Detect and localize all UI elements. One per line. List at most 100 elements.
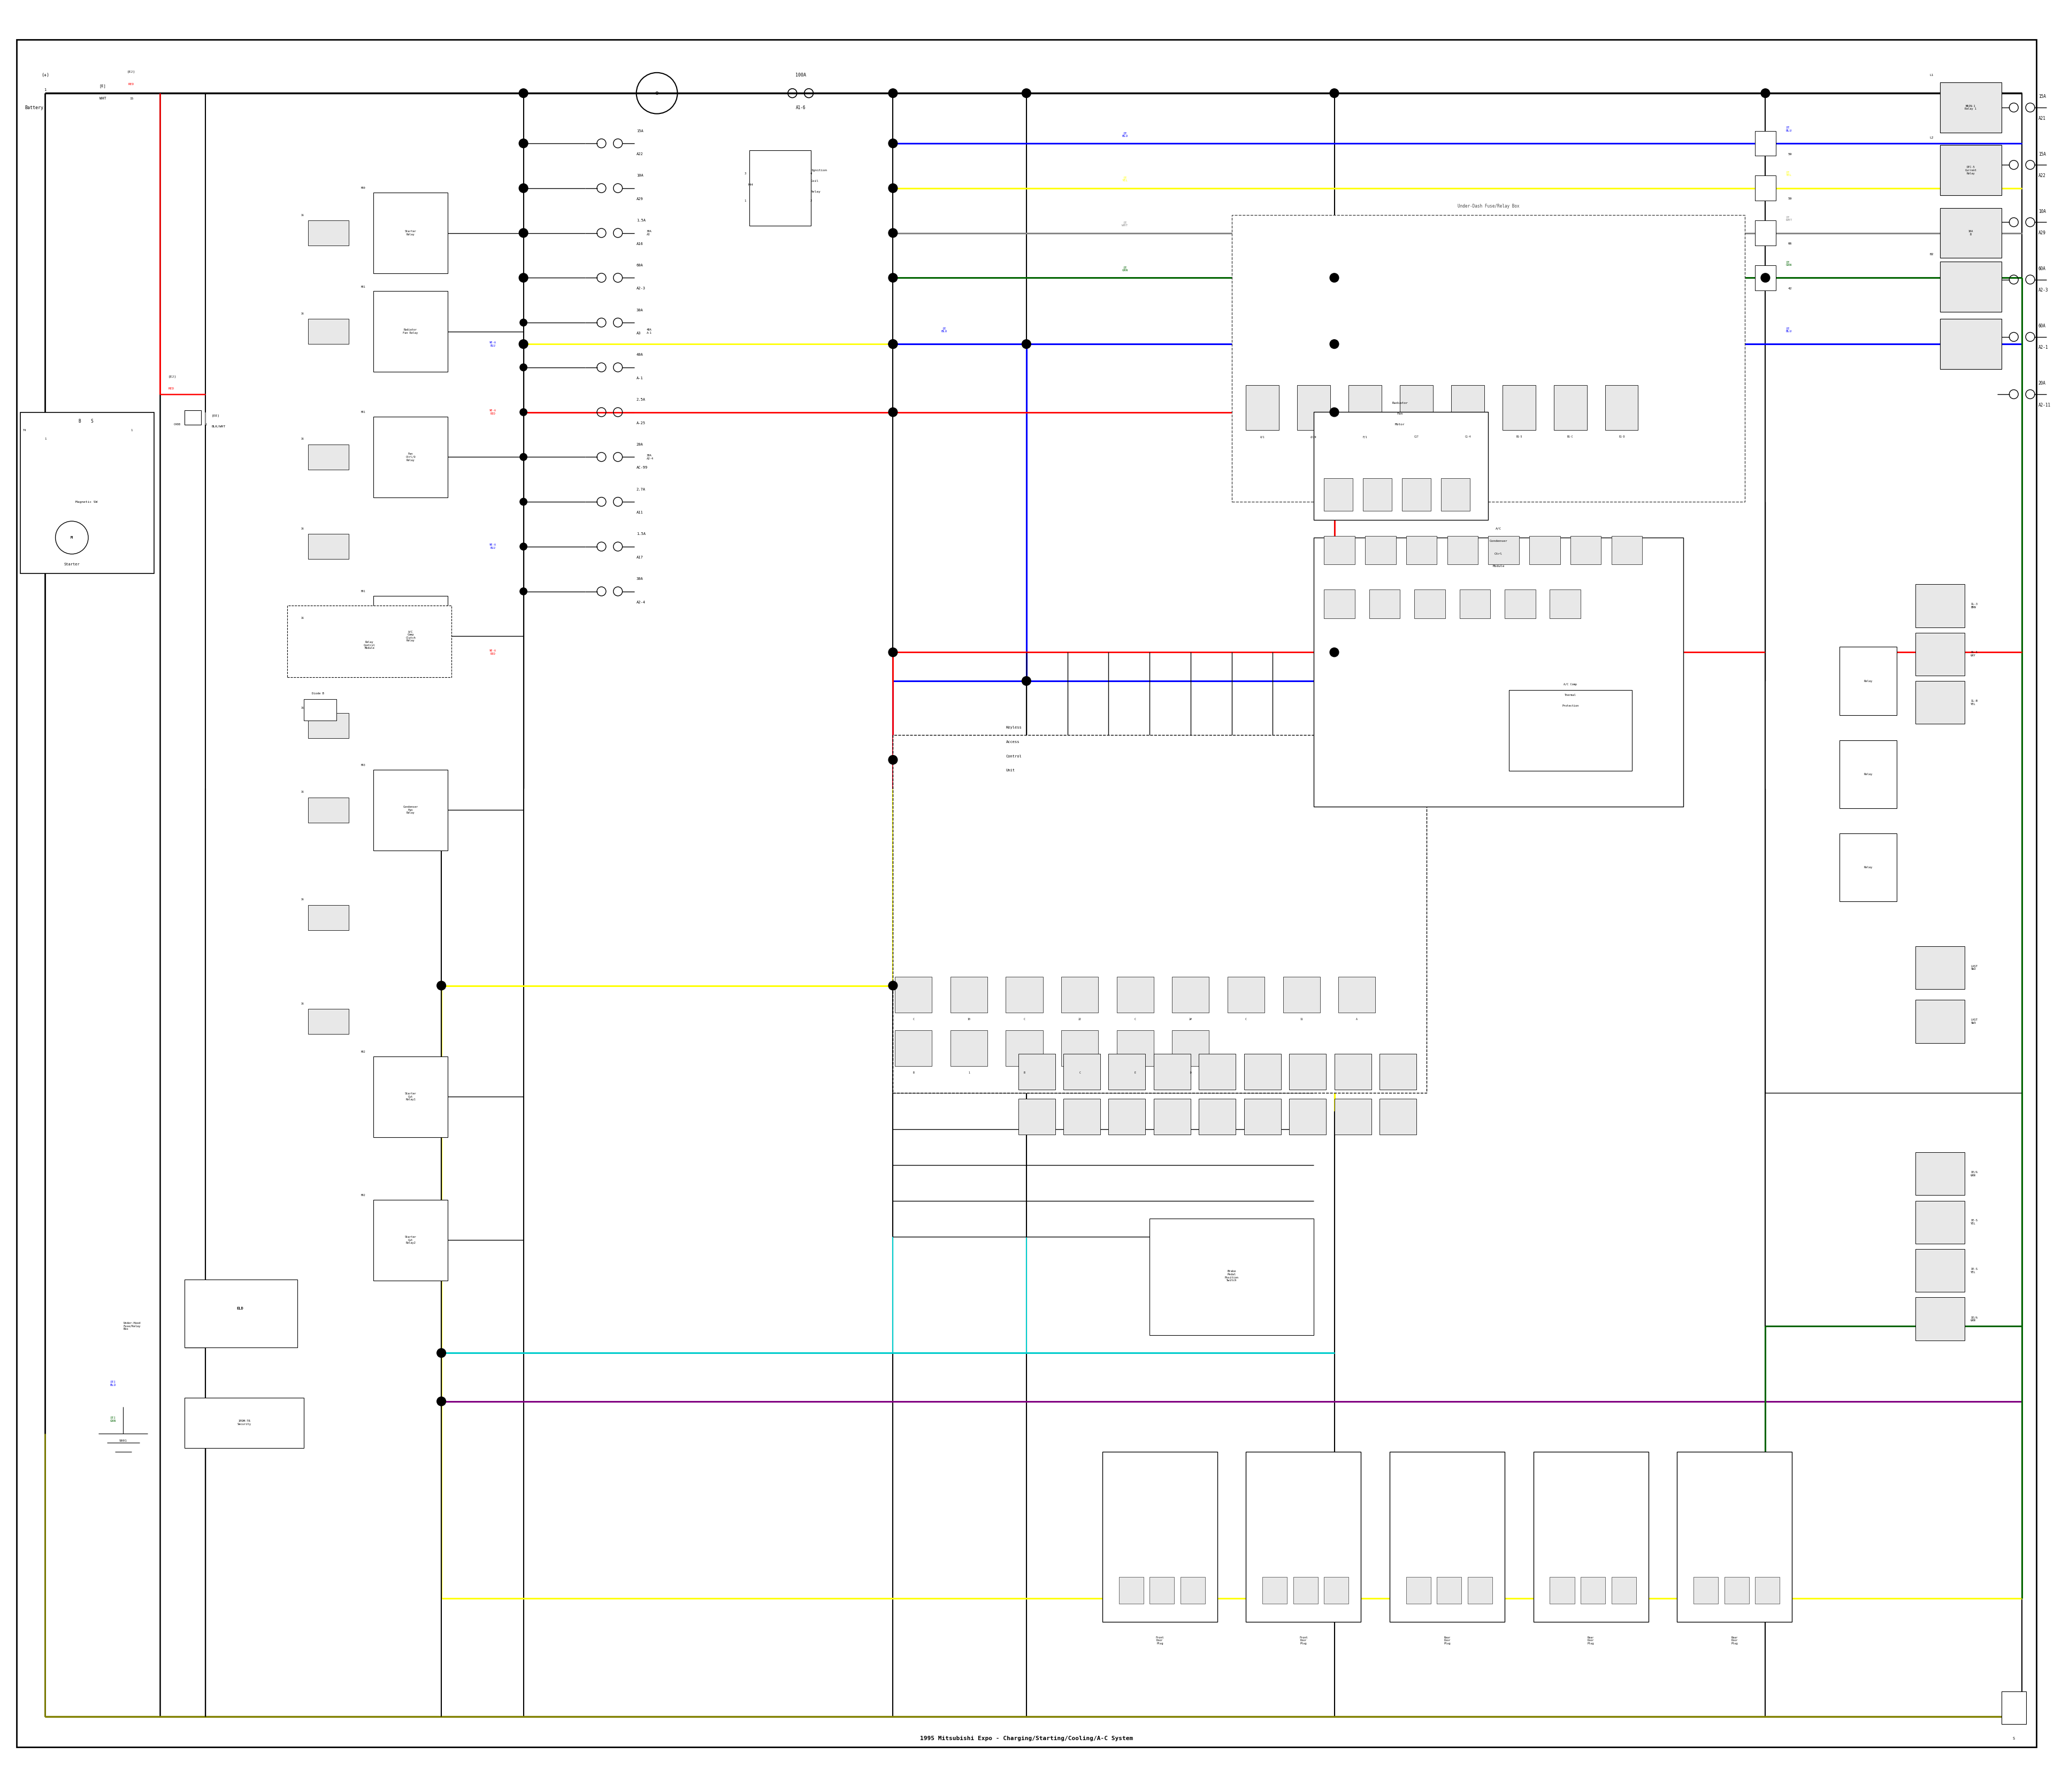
Text: A17: A17 (637, 556, 643, 559)
Text: Radiator
Fan Relay: Radiator Fan Relay (403, 328, 419, 335)
Bar (1339, 977, 1376, 1012)
Text: 1A: 1A (300, 312, 304, 315)
Bar (308, 534, 349, 559)
Bar (1612, 536, 1643, 564)
Text: M42: M42 (362, 1050, 366, 1054)
Bar (185, 410, 201, 425)
Text: IL-1
GRY: IL-1 GRY (1970, 650, 1978, 658)
Bar (1290, 1054, 1327, 1090)
Bar (1914, 1201, 1964, 1244)
Bar (1335, 1054, 1372, 1090)
Bar (896, 1030, 933, 1066)
Circle shape (889, 90, 898, 99)
Bar (1117, 1030, 1154, 1066)
Text: M: M (70, 536, 74, 539)
Bar (1838, 740, 1896, 808)
Circle shape (1329, 90, 1339, 99)
Bar (1109, 1054, 1146, 1090)
Text: Keyless: Keyless (1006, 726, 1021, 729)
Text: T4: T4 (23, 428, 27, 432)
Text: LAST
SW3: LAST SW3 (1970, 1018, 1978, 1025)
Bar (1315, 538, 1684, 806)
Text: L2: L2 (1929, 136, 1933, 140)
Bar (1939, 82, 2001, 133)
Text: 42: 42 (1789, 287, 1791, 290)
Bar (1335, 1098, 1372, 1134)
Bar (1109, 1098, 1146, 1134)
Circle shape (520, 274, 528, 283)
Text: Front
Door
Plug: Front Door Plug (1156, 1636, 1165, 1645)
Bar (374, 194, 448, 272)
Bar (951, 1030, 988, 1066)
Text: Under-Hood
Fuse/Relay
Box: Under-Hood Fuse/Relay Box (123, 1322, 140, 1330)
Bar (374, 418, 448, 496)
Bar (1415, 590, 1446, 618)
Circle shape (520, 364, 528, 371)
Bar (1349, 385, 1382, 430)
Text: 30A: 30A (637, 577, 643, 581)
Text: A16: A16 (637, 242, 643, 246)
Text: Rear
Door
Plug: Rear Door Plug (1732, 1636, 1738, 1645)
Text: IE/A
GRN: IE/A GRN (1970, 1170, 1978, 1177)
Bar (893, 735, 1428, 1093)
Bar (1939, 262, 2001, 312)
Circle shape (520, 185, 528, 192)
Bar (1391, 1452, 1506, 1622)
Text: 1A: 1A (300, 437, 304, 441)
Bar (185, 1398, 304, 1448)
Circle shape (1329, 339, 1339, 348)
Circle shape (1023, 339, 1031, 348)
Text: BLK/WHT: BLK/WHT (212, 425, 226, 428)
Text: A2-3: A2-3 (2038, 289, 2048, 292)
Circle shape (889, 140, 898, 149)
Bar (374, 290, 448, 373)
Bar (1117, 977, 1154, 1012)
Text: 66: 66 (1789, 242, 1791, 246)
Circle shape (1329, 649, 1339, 658)
Text: B1-5: B1-5 (1516, 435, 1522, 437)
Bar (1325, 536, 1356, 564)
Text: Magnetic SW: Magnetic SW (76, 500, 97, 504)
Circle shape (520, 229, 528, 237)
Text: 30A
A3: 30A A3 (647, 229, 651, 237)
Bar (1551, 1577, 1575, 1604)
Text: Front
Door
Plug: Front Door Plug (1300, 1636, 1308, 1645)
Bar (1364, 478, 1393, 511)
Text: 30A
A2-4: 30A A2-4 (647, 453, 653, 461)
Text: Radiator: Radiator (1393, 401, 1407, 405)
Bar (1150, 1219, 1315, 1335)
Circle shape (520, 140, 528, 147)
Text: Control: Control (1006, 754, 1021, 758)
Text: MAIN-1
Relay 1: MAIN-1 Relay 1 (1966, 104, 1976, 111)
Circle shape (520, 228, 528, 237)
Text: o: o (655, 91, 659, 95)
Text: Rear
Door
Plug: Rear Door Plug (1444, 1636, 1450, 1645)
Bar (1489, 536, 1520, 564)
Text: [E
WHT: [E WHT (1785, 215, 1791, 222)
Text: B    S: B S (78, 419, 94, 423)
Text: [E
BLU: [E BLU (1785, 125, 1791, 133)
Bar (21, 412, 154, 573)
Bar (1504, 385, 1536, 430)
Bar (1838, 833, 1896, 901)
Circle shape (520, 319, 528, 326)
Circle shape (520, 409, 528, 416)
Text: L1: L1 (1929, 73, 1933, 77)
Text: [E
BLU: [E BLU (941, 326, 947, 333)
Text: A/C
Comp
Clutch
Relay: A/C Comp Clutch Relay (405, 631, 415, 642)
Text: 9E-A
RED: 9E-A RED (489, 409, 497, 416)
Bar (1294, 1577, 1319, 1604)
Bar (1914, 946, 1964, 989)
Text: IE/A
GRN: IE/A GRN (1970, 1315, 1978, 1322)
Bar (1006, 977, 1043, 1012)
Circle shape (438, 1348, 446, 1358)
Circle shape (520, 588, 528, 595)
Text: 9E-A
BLU: 9E-A BLU (489, 543, 497, 550)
Text: 10A: 10A (637, 174, 643, 177)
Circle shape (889, 982, 898, 989)
Text: Diode B: Diode B (312, 692, 325, 695)
Bar (1754, 131, 1775, 156)
Bar (1290, 1098, 1327, 1134)
Bar (1064, 1098, 1101, 1134)
Text: M44: M44 (748, 183, 754, 186)
